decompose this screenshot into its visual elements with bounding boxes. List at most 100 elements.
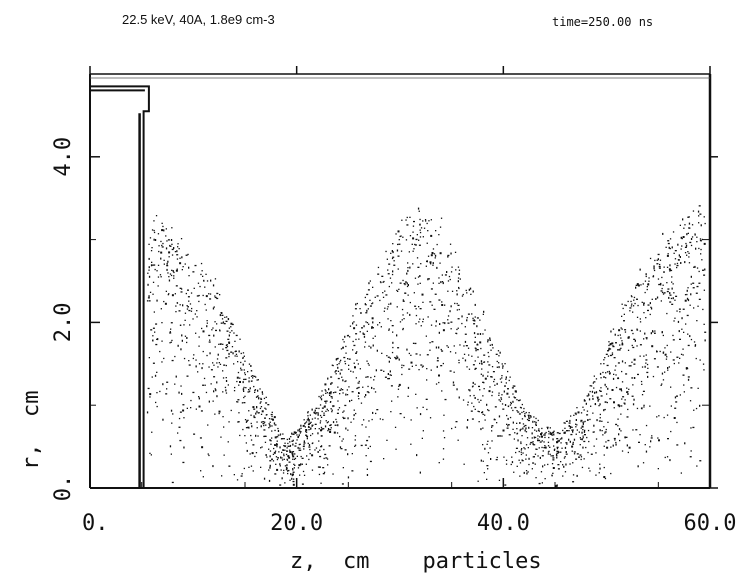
particle [171, 248, 174, 251]
particle [337, 377, 340, 380]
particle [679, 311, 681, 313]
particle [579, 444, 581, 446]
particle [704, 331, 707, 333]
particle [583, 430, 586, 433]
particle [484, 377, 487, 380]
particle [438, 374, 440, 377]
particle [210, 279, 212, 282]
particle [655, 298, 657, 300]
particle [328, 388, 330, 391]
particle [611, 389, 614, 391]
particle [426, 260, 428, 263]
particle [673, 292, 675, 294]
particle [156, 299, 158, 302]
particle [374, 335, 376, 337]
particle [366, 474, 369, 476]
particle [699, 460, 702, 462]
particle [608, 347, 610, 350]
particle [333, 405, 335, 407]
particle [166, 388, 168, 390]
particle [463, 463, 465, 465]
particle [336, 412, 339, 414]
particle [193, 433, 196, 435]
particle [274, 429, 276, 432]
particle [394, 356, 396, 359]
particle [621, 450, 624, 452]
particle [500, 397, 502, 399]
particle [244, 435, 246, 437]
particle [640, 284, 642, 286]
particle [639, 318, 641, 320]
particle [524, 415, 526, 417]
particle [239, 338, 241, 340]
particle [538, 430, 540, 432]
particle [148, 275, 151, 278]
particle [222, 377, 225, 379]
particle [171, 422, 173, 424]
particle [436, 365, 438, 368]
particle [292, 469, 294, 471]
particle [472, 364, 475, 366]
particle [303, 419, 305, 421]
particle [482, 444, 484, 446]
particle [359, 368, 361, 370]
particle [510, 463, 512, 466]
particle [667, 288, 670, 290]
particle [432, 264, 434, 266]
particle [443, 437, 446, 439]
particle [384, 290, 386, 292]
particle [537, 429, 540, 432]
particle [465, 345, 468, 347]
particle [279, 484, 282, 486]
particle [410, 419, 412, 421]
particle [520, 453, 523, 456]
particle [607, 387, 609, 390]
particle [307, 419, 310, 421]
particle [160, 276, 162, 278]
particle [268, 469, 270, 471]
particle [419, 223, 421, 226]
particle [248, 389, 250, 391]
particle [377, 273, 380, 275]
particle [272, 418, 274, 421]
particle [592, 382, 594, 384]
particle [370, 346, 372, 349]
particle [541, 482, 543, 484]
particle [183, 324, 185, 326]
particle [178, 417, 181, 420]
particle [612, 444, 614, 447]
particle [483, 361, 486, 363]
particle [581, 425, 584, 428]
particle [611, 352, 614, 354]
particle [559, 438, 562, 440]
particle [250, 380, 253, 382]
particle [466, 292, 468, 294]
particle [677, 243, 679, 246]
particle [391, 273, 394, 276]
particle [614, 369, 616, 371]
particle [487, 351, 489, 354]
particle [615, 374, 617, 376]
particle [613, 401, 615, 404]
particle [397, 347, 400, 349]
particle [365, 394, 367, 396]
particle [331, 411, 333, 413]
particle [418, 321, 420, 323]
particle [262, 421, 265, 423]
particle [256, 407, 258, 409]
particle [504, 363, 506, 365]
particle [169, 332, 172, 334]
particle [158, 250, 160, 253]
particle [219, 343, 222, 345]
particle [434, 293, 437, 295]
particle [228, 421, 230, 423]
particle [667, 369, 669, 371]
particle [685, 323, 687, 325]
particle [198, 336, 200, 338]
particle [502, 367, 504, 369]
particle [250, 422, 252, 425]
particle [187, 289, 189, 291]
particle [153, 231, 156, 234]
particle [236, 376, 239, 379]
particle [198, 294, 200, 297]
